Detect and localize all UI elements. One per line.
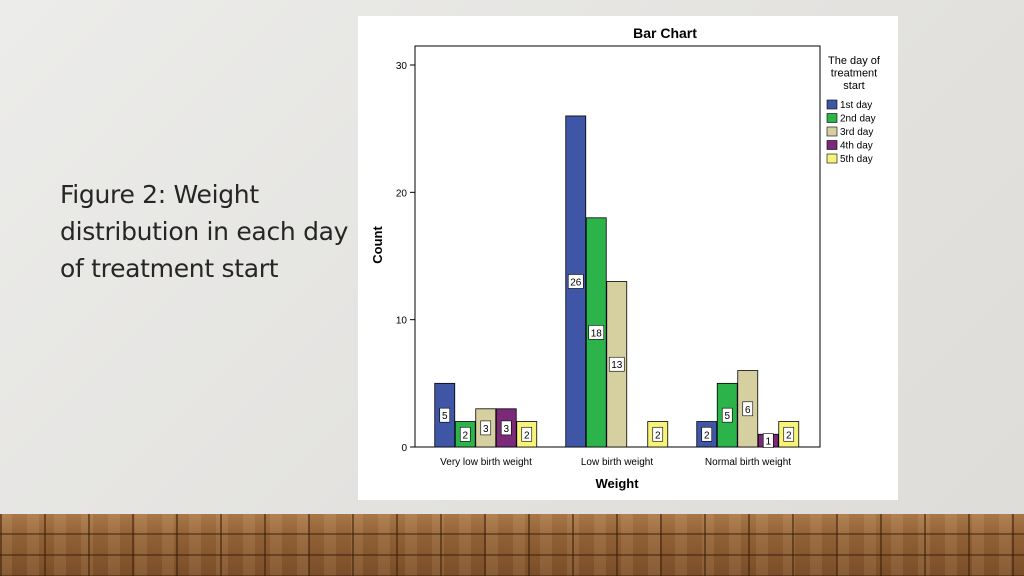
data-label-box — [588, 325, 605, 340]
data-label-box — [500, 420, 512, 436]
data-label-box — [742, 401, 754, 417]
legend-swatch — [826, 140, 838, 150]
legend-swatch — [826, 126, 838, 137]
x-axis: Very low birth weight Low birth weight Nor… — [440, 457, 791, 468]
data-label: 5 — [442, 411, 448, 422]
y-axis-label: Count — [370, 226, 385, 264]
data-label-box — [459, 426, 471, 442]
data-label: 13 — [611, 360, 623, 371]
data-label-box — [480, 420, 492, 436]
data-label-box — [521, 426, 533, 442]
data-label: 2 — [786, 430, 792, 441]
chart-title: Bar Chart — [633, 25, 697, 41]
legend-label: 3rd day — [840, 127, 873, 138]
y-tick-label: 10 — [396, 316, 408, 327]
chart-panel: Bar Chart 0 10 20 30 5 2 3 3 2 26 18 13 2 2 5 6 1 2 Very… — [358, 16, 898, 500]
data-label: 2 — [655, 430, 661, 441]
data-label: 6 — [745, 405, 751, 416]
legend-label: 2nd day — [840, 114, 876, 125]
bar-chart: Bar Chart 0 10 20 30 5 2 3 3 2 26 18 13 2 2 5 6 1 2 Very… — [370, 25, 881, 491]
data-label: 26 — [570, 277, 582, 288]
slide-title: Figure 2: Weight distribution in each da… — [60, 180, 349, 283]
x-tick-label: Very low birth weight — [440, 457, 532, 468]
data-label: 2 — [704, 430, 710, 441]
data-label-box — [783, 426, 795, 442]
legend-swatch — [826, 99, 838, 110]
y-tick-label: 0 — [401, 443, 407, 454]
y-axis: 0 10 20 30 — [396, 61, 415, 454]
data-label-box — [762, 433, 774, 448]
y-tick-label: 30 — [396, 61, 408, 72]
x-tick-label: Normal birth weight — [705, 457, 791, 468]
data-label-box — [608, 356, 625, 372]
data-label: 3 — [503, 424, 509, 435]
data-label-box — [701, 426, 713, 442]
x-tick-label: Low birth weight — [581, 457, 653, 468]
data-label-box — [652, 426, 664, 442]
data-label-box — [439, 407, 451, 423]
legend-swatch — [826, 113, 838, 123]
data-label: 5 — [724, 411, 730, 422]
data-label: 2 — [524, 430, 530, 441]
wood-floor-decoration — [0, 514, 1024, 576]
legend-swatch — [826, 153, 838, 164]
legend: The day of treatment start 1st day 2nd day 3r… — [826, 55, 881, 165]
legend-label: 1st day — [840, 100, 872, 111]
x-axis-label: Weight — [595, 476, 639, 491]
legend-title: The day of treatment start — [828, 55, 881, 92]
data-label: 3 — [483, 424, 489, 435]
data-label-box — [721, 407, 733, 423]
data-label-box — [567, 274, 584, 289]
legend-label: 4th day — [840, 141, 873, 152]
y-tick-label: 20 — [396, 188, 408, 199]
data-label: 2 — [462, 430, 468, 441]
data-label: 1 — [765, 437, 771, 448]
legend-label: 5th day — [840, 154, 873, 165]
floor-planks — [0, 514, 1024, 576]
data-label: 18 — [591, 328, 603, 339]
bars: 5 2 3 3 2 26 18 13 2 2 5 6 1 2 — [434, 115, 800, 448]
